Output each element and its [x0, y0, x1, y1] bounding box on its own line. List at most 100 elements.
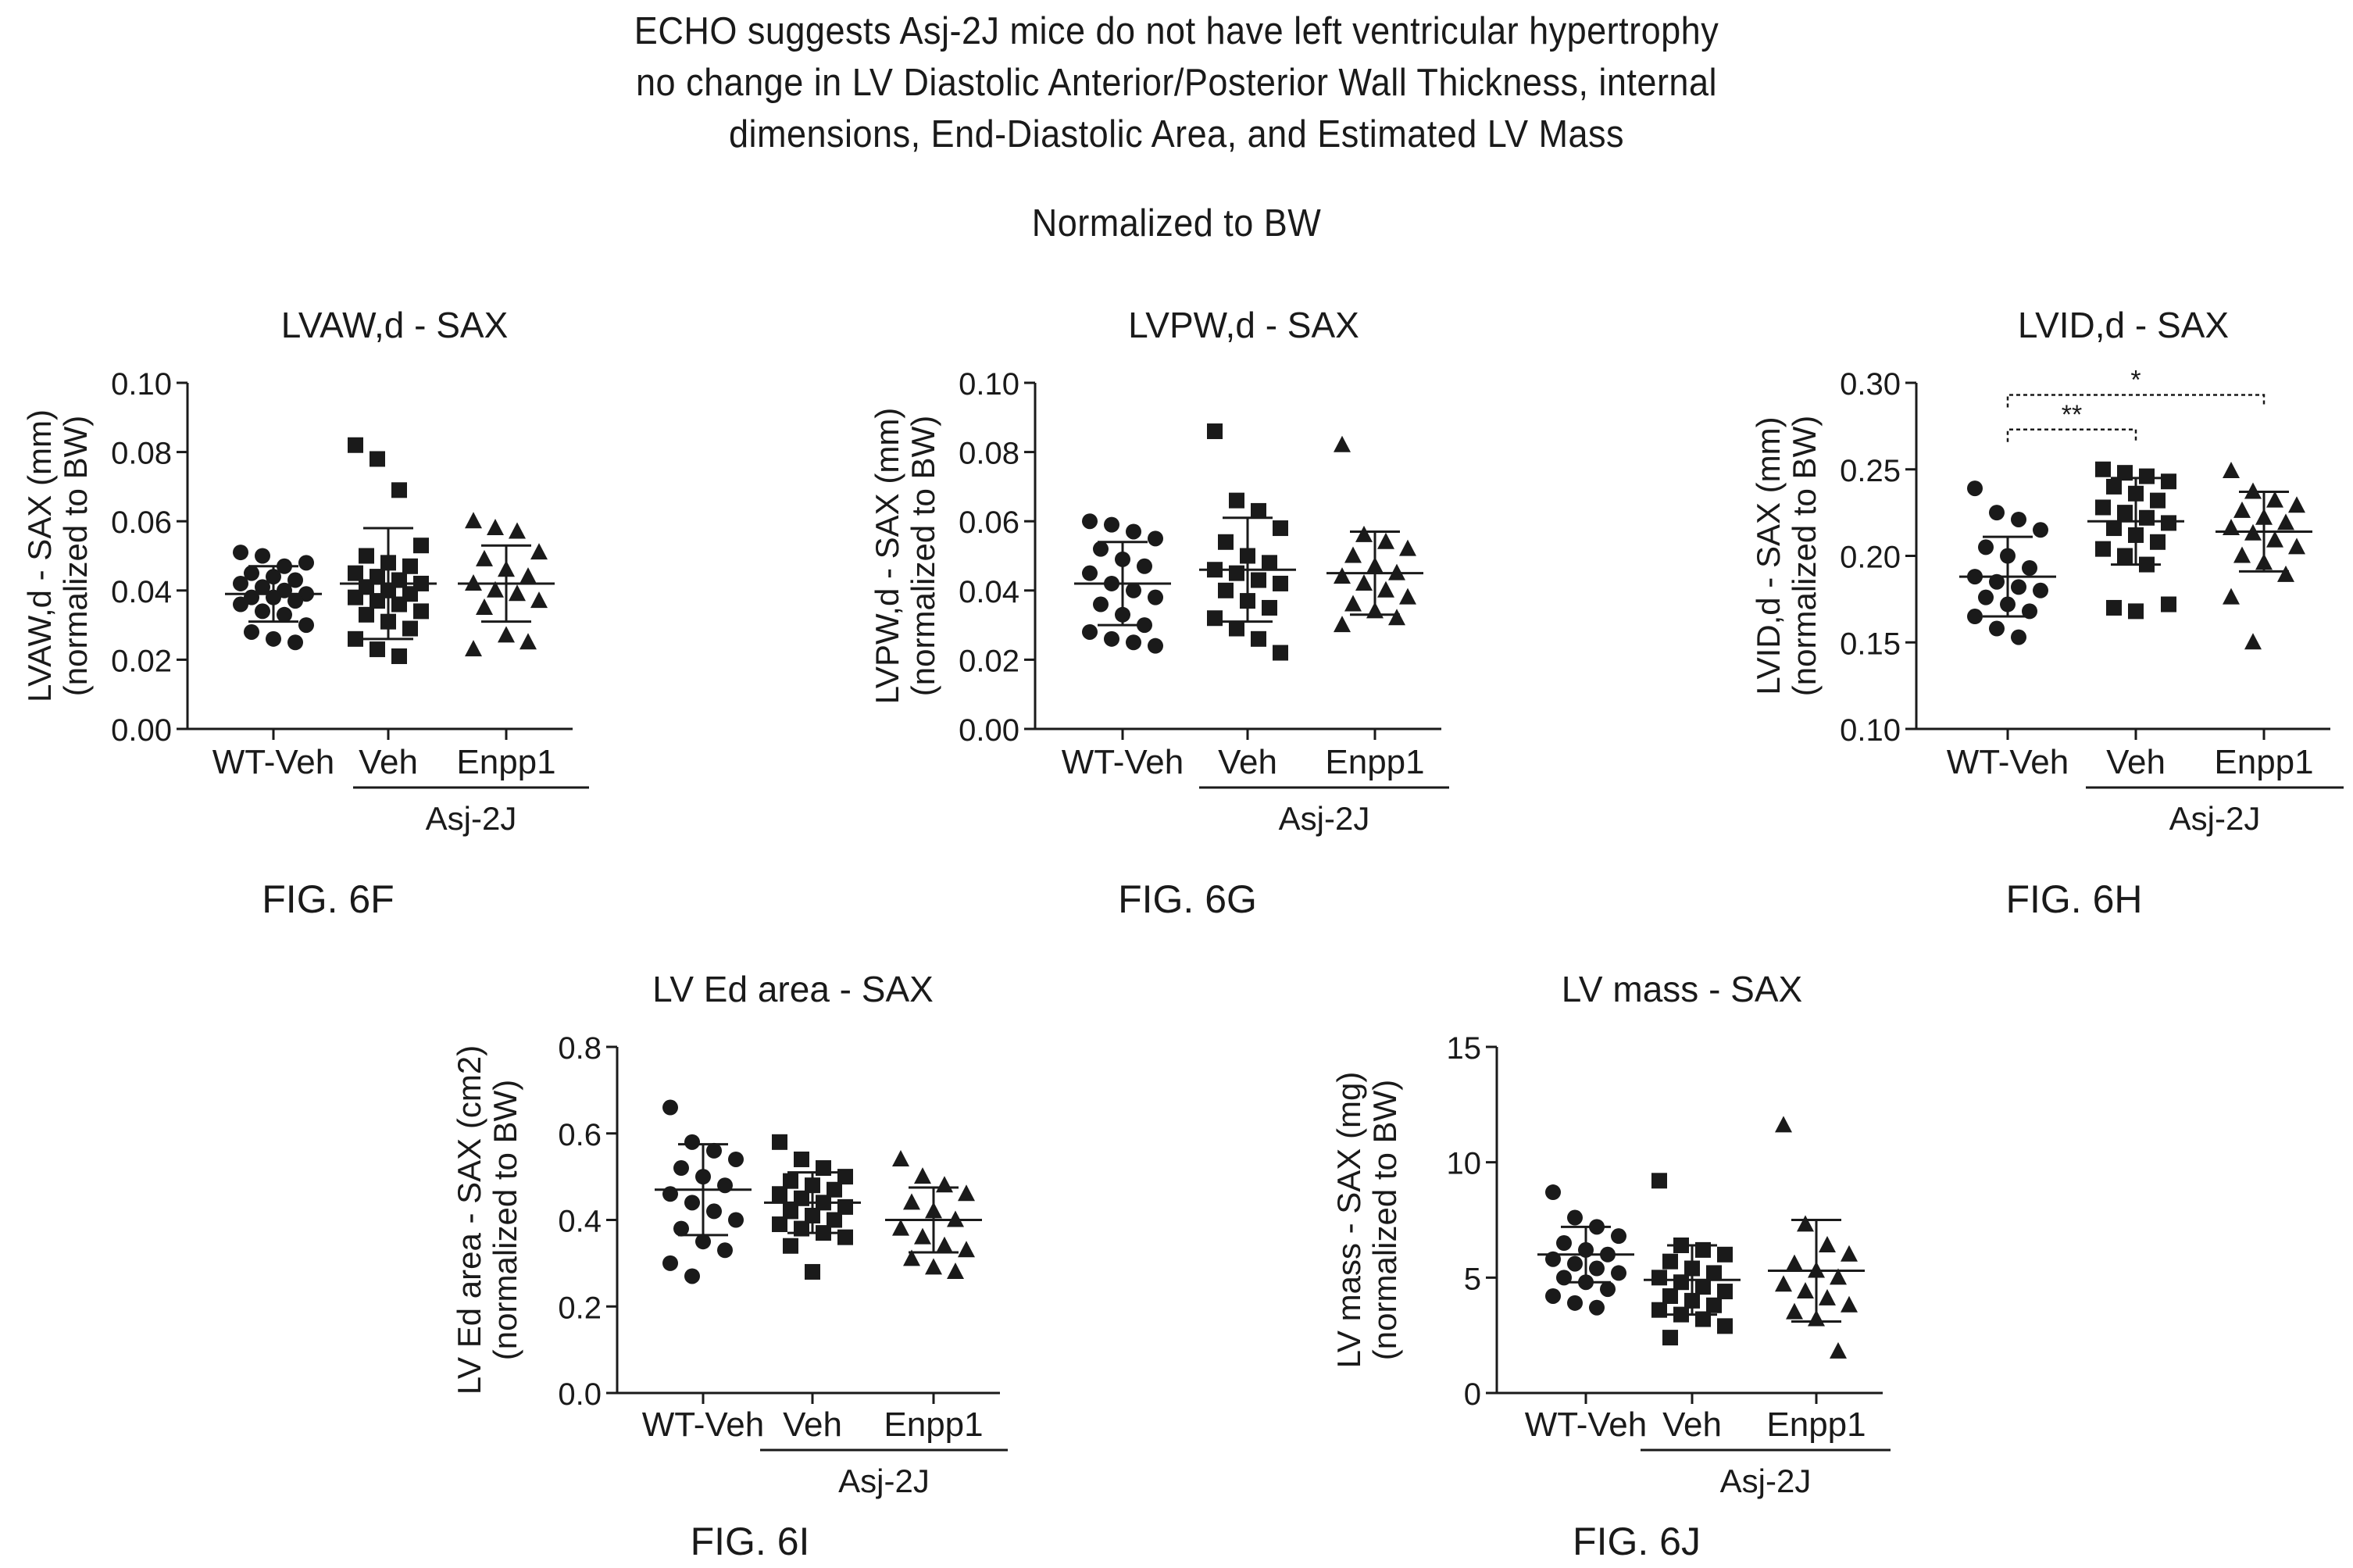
data-point-wt-veh: [244, 623, 259, 640]
data-point-veh: [370, 593, 385, 609]
y-tick-label: 0.25: [1840, 454, 1901, 488]
data-point-enpp1: [1786, 1302, 1803, 1320]
data-point-veh: [805, 1263, 820, 1280]
data-point-enpp1: [520, 633, 537, 650]
data-point-veh: [2128, 603, 2144, 620]
data-point-veh: [391, 648, 407, 664]
data-point-enpp1: [530, 543, 548, 560]
data-point-wt-veh: [1556, 1235, 1572, 1252]
data-point-veh: [2150, 492, 2166, 509]
data-point-wt-veh: [1589, 1299, 1605, 1316]
data-point-enpp1: [1797, 1215, 1814, 1232]
group-label: Asj-2J: [1279, 800, 1370, 837]
chart-title: LVAW,d - SAX: [281, 305, 509, 345]
data-point-veh: [359, 606, 374, 623]
y-axis-label: (normalized to BW): [905, 416, 941, 696]
data-point-wt-veh: [298, 617, 314, 634]
data-point-enpp1: [1377, 580, 1394, 598]
data-point-enpp1: [958, 1241, 975, 1258]
x-category-label: Veh: [1218, 743, 1277, 781]
group-label: Asj-2J: [838, 1463, 930, 1499]
data-point-wt-veh: [277, 606, 292, 623]
data-point-enpp1: [1786, 1254, 1803, 1271]
data-point-wt-veh: [1137, 558, 1152, 574]
y-axis-label: LVID,d - SAX (mm): [1750, 416, 1787, 695]
data-point-wt-veh: [1082, 565, 1098, 581]
data-point-enpp1: [2233, 501, 2251, 518]
y-axis-label: (normalized to BW): [487, 1080, 523, 1360]
data-point-enpp1: [509, 522, 526, 539]
data-point-enpp1: [2277, 565, 2294, 582]
y-tick-label: 0.2: [558, 1291, 602, 1325]
y-tick-label: 0.04: [959, 575, 1019, 609]
data-point-wt-veh: [2033, 522, 2048, 538]
data-point-veh: [1262, 599, 1277, 616]
figure-label: FIG. 6I: [691, 1520, 810, 1563]
data-point-wt-veh: [1967, 609, 1983, 625]
significance-label: *: [2130, 366, 2141, 395]
data-point-enpp1: [903, 1193, 920, 1210]
y-tick-label: 0.10: [1840, 713, 1901, 748]
y-tick-label: 0.02: [959, 644, 1019, 678]
data-point-wt-veh: [684, 1134, 700, 1150]
group-label: Asj-2J: [2169, 800, 2261, 837]
data-point-veh: [1229, 620, 1244, 637]
x-category-label: Enpp1: [2214, 743, 2313, 781]
data-point-enpp1: [1334, 616, 1351, 633]
x-category-label: Enpp1: [456, 743, 555, 781]
data-point-enpp1: [1797, 1282, 1814, 1299]
data-point-wt-veh: [2022, 560, 2037, 577]
y-tick-label: 0.08: [111, 437, 172, 471]
data-point-enpp1: [498, 626, 515, 643]
data-point-wt-veh: [1611, 1228, 1626, 1245]
data-point-veh: [827, 1181, 842, 1198]
x-category-label: WT-Veh: [1062, 743, 1184, 781]
data-point-wt-veh: [287, 572, 303, 588]
data-point-veh: [348, 437, 363, 453]
data-point-enpp1: [914, 1167, 931, 1184]
y-tick-label: 10: [1447, 1147, 1482, 1181]
data-point-enpp1: [1344, 546, 1362, 563]
data-point-enpp1: [487, 519, 504, 536]
data-point-enpp1: [2223, 588, 2240, 605]
data-point-wt-veh: [1148, 638, 1163, 654]
data-point-wt-veh: [1104, 516, 1119, 533]
data-point-wt-veh: [1104, 630, 1119, 647]
data-point-enpp1: [903, 1249, 920, 1266]
data-point-enpp1: [1841, 1245, 1858, 1262]
data-point-wt-veh: [1967, 480, 1983, 497]
y-axis-label: LV Ed area - SAX (cm2): [451, 1045, 487, 1395]
data-point-veh: [2106, 520, 2122, 537]
data-point-enpp1: [1841, 1295, 1858, 1313]
data-point-enpp1: [947, 1262, 964, 1279]
data-point-wt-veh: [1567, 1209, 1583, 1226]
data-point-wt-veh: [2011, 629, 2026, 645]
data-point-wt-veh: [1126, 582, 1141, 598]
y-axis-label: (normalized to BW): [57, 416, 94, 696]
data-point-veh: [2161, 596, 2176, 613]
data-point-wt-veh: [233, 596, 248, 613]
y-axis-label: LVPW,d - SAX (mm): [869, 408, 905, 705]
data-point-veh: [1717, 1284, 1733, 1300]
x-category-label: WT-Veh: [212, 743, 335, 781]
x-category-label: WT-Veh: [1525, 1405, 1648, 1444]
y-tick-label: 0.8: [558, 1031, 602, 1066]
data-point-veh: [772, 1216, 787, 1233]
figure-label: FIG. 6G: [1118, 877, 1257, 921]
data-point-wt-veh: [1989, 505, 2005, 521]
data-point-enpp1: [2288, 496, 2305, 513]
data-point-enpp1: [892, 1149, 909, 1166]
y-axis-label: (normalized to BW): [1786, 416, 1823, 696]
chart-title: LV Ed area - SAX: [652, 969, 934, 1009]
data-point-veh: [1717, 1318, 1733, 1334]
y-tick-label: 0.6: [558, 1118, 602, 1152]
data-point-enpp1: [1819, 1288, 1836, 1305]
data-point-wt-veh: [1148, 589, 1163, 605]
data-point-veh: [2095, 541, 2111, 557]
data-point-wt-veh: [1589, 1260, 1605, 1277]
data-point-veh: [2117, 548, 2133, 564]
chart-panel-1: LVAW,d - SAX 0.00 0.02 0.04 0.06 0.08 0.10 LVAW…: [21, 305, 589, 921]
data-point-wt-veh: [1082, 623, 1098, 640]
data-point-veh: [359, 548, 374, 564]
chart-title: LVPW,d - SAX: [1128, 305, 1359, 345]
